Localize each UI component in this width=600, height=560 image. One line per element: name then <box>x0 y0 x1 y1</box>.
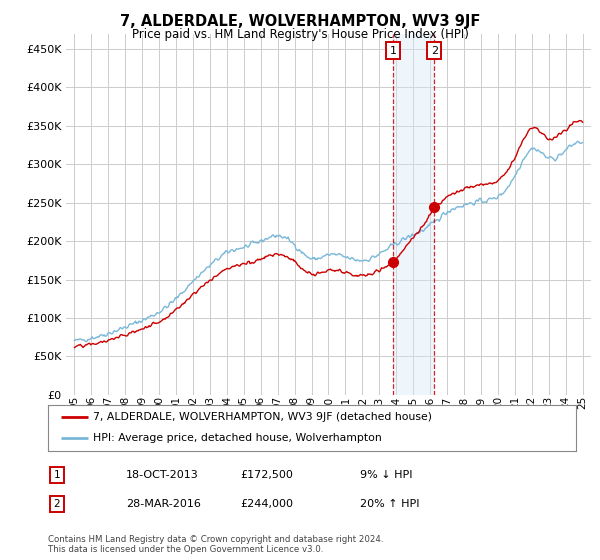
Text: 1: 1 <box>53 470 61 480</box>
Text: 18-OCT-2013: 18-OCT-2013 <box>126 470 199 480</box>
Text: 9% ↓ HPI: 9% ↓ HPI <box>360 470 413 480</box>
Text: 7, ALDERDALE, WOLVERHAMPTON, WV3 9JF (detached house): 7, ALDERDALE, WOLVERHAMPTON, WV3 9JF (de… <box>93 412 432 422</box>
Text: HPI: Average price, detached house, Wolverhampton: HPI: Average price, detached house, Wolv… <box>93 433 382 444</box>
Text: 2: 2 <box>53 499 61 509</box>
Text: 1: 1 <box>389 45 397 55</box>
Text: 28-MAR-2016: 28-MAR-2016 <box>126 499 201 509</box>
Text: 2: 2 <box>431 45 438 55</box>
Text: 20% ↑ HPI: 20% ↑ HPI <box>360 499 419 509</box>
Text: Price paid vs. HM Land Registry's House Price Index (HPI): Price paid vs. HM Land Registry's House … <box>131 28 469 41</box>
Bar <box>393 34 434 395</box>
Text: 7, ALDERDALE, WOLVERHAMPTON, WV3 9JF: 7, ALDERDALE, WOLVERHAMPTON, WV3 9JF <box>120 14 480 29</box>
Text: £244,000: £244,000 <box>240 499 293 509</box>
Text: £172,500: £172,500 <box>240 470 293 480</box>
Text: Contains HM Land Registry data © Crown copyright and database right 2024.
This d: Contains HM Land Registry data © Crown c… <box>48 535 383 554</box>
